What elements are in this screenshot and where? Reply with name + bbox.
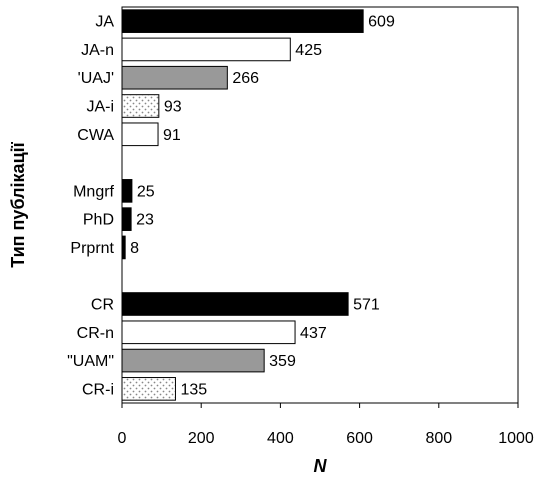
data-label: 609	[368, 14, 395, 31]
bar	[121, 9, 364, 33]
x-tick-label: 400	[267, 430, 294, 447]
bar	[121, 122, 159, 147]
data-label: 23	[136, 212, 154, 229]
category-label: CR	[91, 297, 114, 314]
x-axis-ticks: 0 200 400 600 800 1000	[118, 403, 534, 447]
x-tick-label: 200	[188, 430, 215, 447]
bar	[121, 292, 349, 316]
bar	[121, 377, 176, 401]
data-label: 25	[137, 183, 155, 200]
category-label: CWA	[77, 127, 114, 144]
data-label: 571	[353, 297, 380, 314]
data-label: 135	[180, 381, 207, 398]
data-label: 437	[300, 325, 327, 342]
x-axis-title: N	[314, 456, 328, 476]
data-label: 359	[269, 353, 296, 370]
bars-group	[121, 9, 364, 401]
x-tick-label: 600	[346, 430, 373, 447]
category-labels: JA JA-n 'UAJ' JA-i CWA Mngrf PhD Prprnt CR CR-n "U…	[67, 14, 114, 399]
category-label: CR-n	[77, 325, 114, 342]
y-axis-title: Тип публікації	[8, 141, 28, 267]
x-tick-label: 800	[425, 430, 452, 447]
x-tick-label: 0	[118, 430, 127, 447]
category-label: PhD	[83, 212, 114, 229]
category-label: CR-i	[82, 381, 114, 398]
category-label: JA-i	[86, 99, 114, 116]
data-label: 93	[164, 99, 182, 116]
bar	[121, 37, 291, 62]
bar	[121, 235, 126, 260]
category-label: Mngrf	[73, 183, 114, 200]
category-label: Prprnt	[70, 240, 114, 257]
bar	[121, 65, 228, 90]
category-label: JA-n	[81, 42, 114, 59]
category-label: JA	[95, 14, 114, 31]
x-tick-label: 1000	[498, 430, 534, 447]
bar	[121, 94, 160, 118]
data-label: 425	[295, 42, 322, 59]
bar	[121, 207, 132, 231]
data-label: 91	[163, 127, 181, 144]
data-label: 8	[130, 240, 139, 257]
category-label: "UAM"	[67, 353, 114, 370]
bar	[121, 320, 296, 345]
data-label: 266	[232, 70, 259, 87]
bar	[121, 179, 133, 203]
plot-area-frame	[121, 6, 519, 404]
bar	[121, 348, 265, 373]
category-label: 'UAJ'	[78, 70, 114, 87]
